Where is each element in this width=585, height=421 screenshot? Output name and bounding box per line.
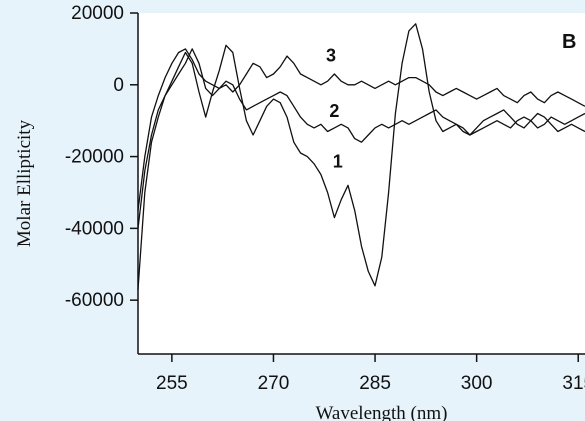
- series-1-label: 1: [333, 151, 343, 171]
- plot-area: [138, 13, 585, 354]
- curves-group: 1 2 3: [137, 23, 585, 290]
- x-tick-label: 300: [461, 373, 493, 394]
- series-2-line: [137, 48, 585, 229]
- x-tick-label: 270: [258, 373, 290, 394]
- y-tick-label: -20000: [65, 147, 124, 168]
- y-tick-label: 0: [113, 75, 124, 96]
- panel-label: B: [562, 31, 576, 53]
- x-tick-label: 285: [359, 373, 391, 394]
- y-axis-title: Molar Ellipticity: [14, 119, 35, 247]
- x-tick-label: 315: [562, 373, 585, 394]
- y-tick-label: -40000: [65, 218, 124, 239]
- x-tick-label: 255: [156, 373, 188, 394]
- series-2-label: 2: [329, 101, 339, 121]
- series-3-line: [137, 48, 585, 211]
- labels-group: Wavelength (nm) Molar Ellipticity B: [14, 31, 576, 421]
- series-1-line: [137, 23, 585, 290]
- y-tick-label: -60000: [65, 290, 124, 311]
- axes-group: 20000 0 -20000 -40000 -60000 255 270 285 300 315: [65, 3, 585, 394]
- x-axis-title: Wavelength (nm): [316, 403, 448, 421]
- series-3-label: 3: [326, 46, 336, 66]
- y-tick-label: 20000: [71, 3, 124, 24]
